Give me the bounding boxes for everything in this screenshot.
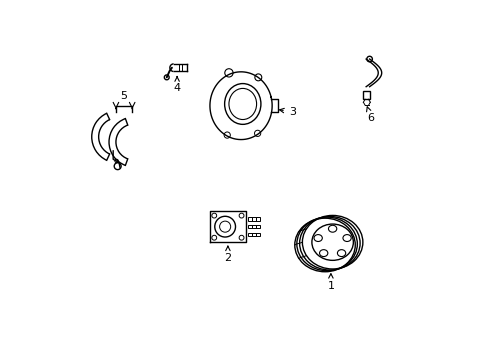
Bar: [256, 233, 259, 236]
Bar: [247, 217, 251, 221]
Bar: [252, 217, 255, 221]
Text: 5: 5: [121, 90, 127, 100]
Text: 1: 1: [327, 274, 334, 291]
Text: 3: 3: [279, 107, 295, 117]
Bar: [247, 225, 251, 228]
Bar: [363, 91, 369, 99]
Bar: [247, 233, 251, 236]
Text: 6: 6: [366, 107, 374, 123]
Bar: [256, 217, 259, 221]
Bar: [252, 225, 255, 228]
Bar: [252, 233, 255, 236]
Bar: [256, 225, 259, 228]
Text: 4: 4: [173, 77, 180, 93]
Text: 2: 2: [224, 246, 231, 263]
